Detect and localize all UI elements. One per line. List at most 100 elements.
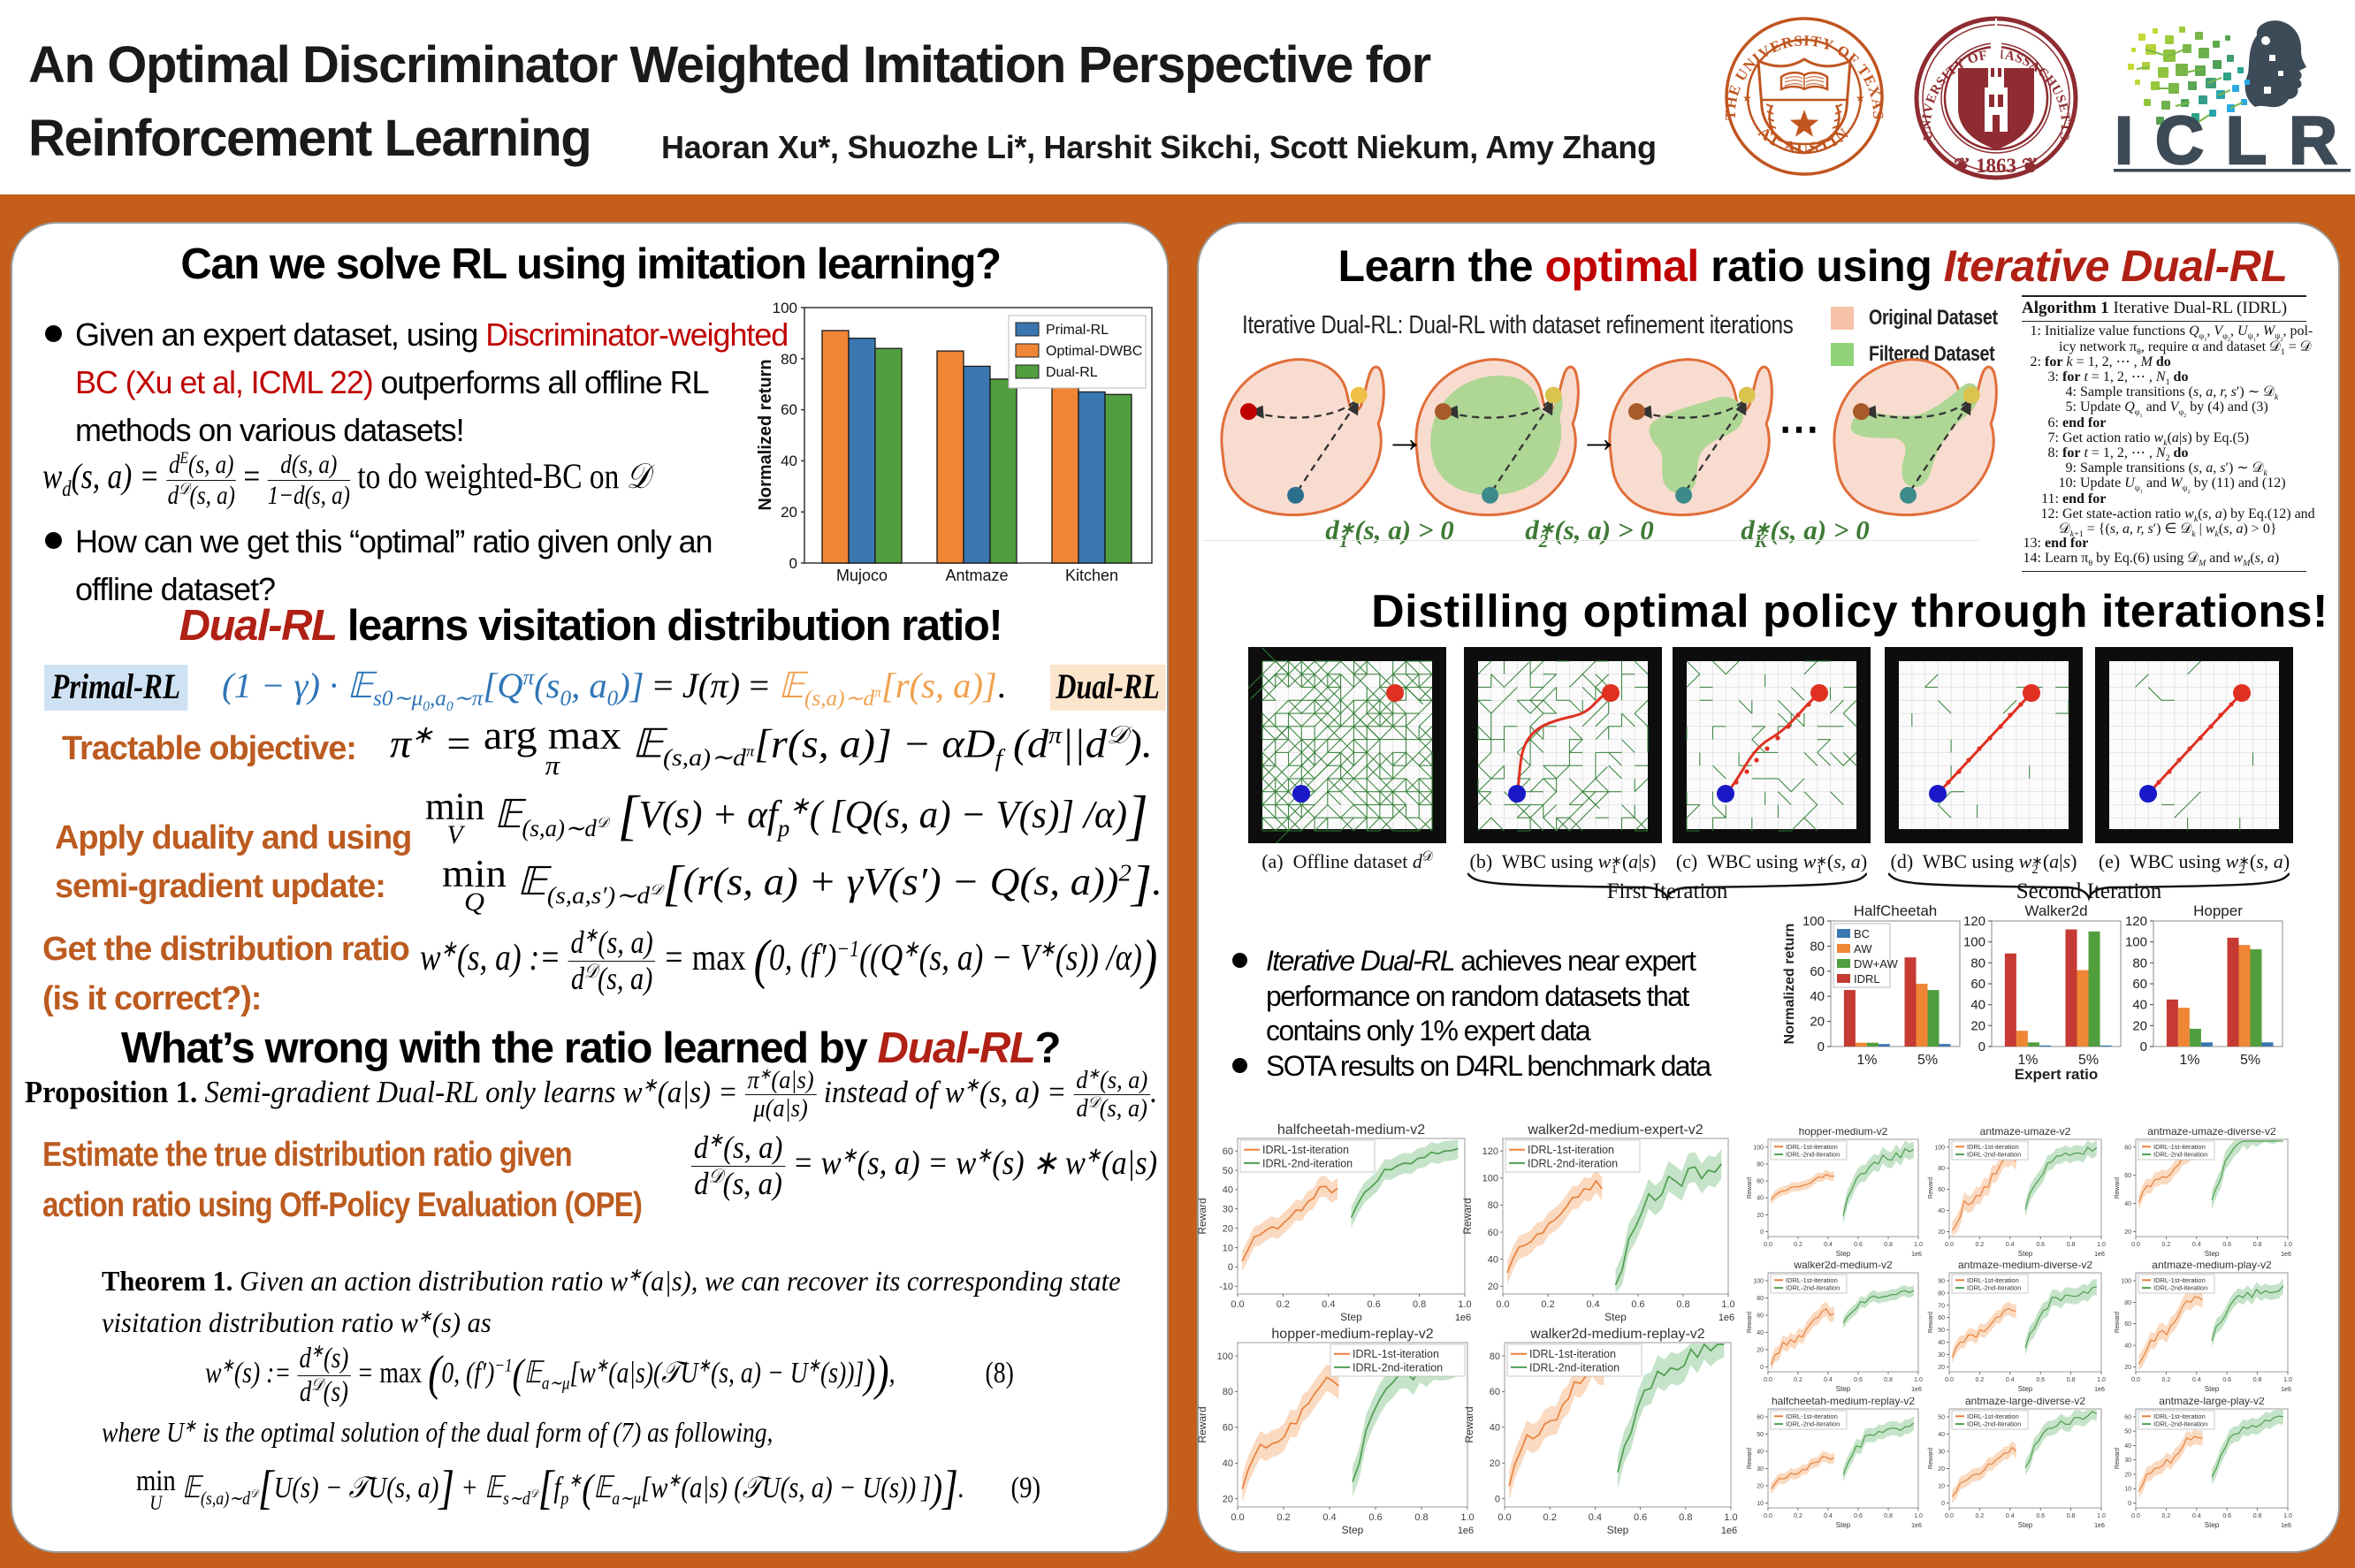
svg-text:antmaze-medium-play-v2: antmaze-medium-play-v2 [2152,1261,2272,1271]
svg-text:Step: Step [2018,1521,2033,1529]
svg-text:0.4: 0.4 [1824,1242,1833,1248]
svg-text:Step: Step [1836,1250,1851,1258]
svg-text:10: 10 [2124,1487,2131,1493]
svg-text:0.6: 0.6 [1854,1377,1863,1383]
svg-text:IDRL-1st-iteration: IDRL-1st-iteration [1786,1276,1838,1284]
svg-text:40: 40 [1757,1330,1764,1336]
svg-text:1.0: 1.0 [2283,1513,2292,1519]
svg-text:IDRL-2nd-iteration: IDRL-2nd-iteration [1967,1284,2021,1292]
svg-text:0.0: 0.0 [1231,1299,1244,1310]
svg-text:50: 50 [1757,1432,1764,1438]
svg-text:0.4: 0.4 [1586,1299,1599,1310]
svg-text:40: 40 [2124,1443,2131,1450]
svg-text:hopper-medium-replay-v2: hopper-medium-replay-v2 [1271,1327,1433,1342]
svg-text:0.6: 0.6 [2222,1377,2231,1383]
svg-text:IDRL-2nd-iteration: IDRL-2nd-iteration [1786,1420,1840,1428]
svg-text:20: 20 [1223,1224,1233,1235]
svg-text:0.6: 0.6 [2222,1242,2231,1248]
svg-text:IDRL-2nd-iteration: IDRL-2nd-iteration [1262,1157,1353,1169]
svg-text:1e6: 1e6 [1719,1313,1734,1323]
svg-text:IDRL-1st-iteration: IDRL-1st-iteration [1786,1143,1838,1151]
svg-text:30: 30 [1938,1449,1945,1455]
svg-text:80: 80 [1757,1161,1764,1168]
svg-text:100: 100 [1217,1351,1233,1362]
svg-text:0.6: 0.6 [1368,1512,1382,1523]
svg-text:IDRL-2nd-iteration: IDRL-2nd-iteration [2153,1151,2207,1159]
svg-text:Reward: Reward [1197,1198,1208,1234]
svg-text:Walker2d: Walker2d [2024,902,2087,919]
svg-text:Step: Step [1340,1311,1362,1323]
svg-text:40: 40 [1223,1185,1233,1196]
svg-text:0.8: 0.8 [1413,1299,1426,1310]
svg-text:50: 50 [1938,1328,1945,1334]
svg-text:50: 50 [2124,1429,2131,1435]
svg-text:Dual-RL: Dual-RL [1046,365,1098,380]
svg-text:IDRL-1st-iteration: IDRL-1st-iteration [1967,1276,2019,1284]
svg-text:★: ★ [1856,92,1865,104]
svg-text:IDRL-1st-iteration: IDRL-1st-iteration [1967,1143,2019,1151]
svg-text:1e6: 1e6 [1911,1523,1922,1529]
svg-text:0.0: 0.0 [1945,1242,1954,1248]
svg-text:0.8: 0.8 [1884,1377,1893,1383]
svg-text:halfcheetah-medium-replay-v2: halfcheetah-medium-replay-v2 [1772,1397,1915,1407]
svg-text:Reward: Reward [2115,1448,2121,1469]
svg-text:0.0: 0.0 [1945,1377,1954,1383]
svg-text:20: 20 [1938,1229,1945,1236]
svg-text:0.0: 0.0 [1498,1512,1511,1523]
svg-text:IDRL-1st-iteration: IDRL-1st-iteration [1528,1144,1614,1156]
svg-text:antmaze-large-play-v2: antmaze-large-play-v2 [2159,1397,2265,1407]
svg-text:80: 80 [2124,1300,2131,1306]
svg-text:IDRL-1st-iteration: IDRL-1st-iteration [1353,1348,1439,1360]
svg-text:0.8: 0.8 [2253,1513,2262,1519]
svg-text:Reward: Reward [1747,1312,1753,1333]
svg-text:60: 60 [1757,1415,1764,1421]
svg-text:20: 20 [1757,1213,1764,1219]
svg-text:60: 60 [1810,964,1825,979]
svg-text:0.8: 0.8 [2067,1513,2076,1519]
svg-text:20: 20 [1970,1018,1985,1033]
svg-text:0.6: 0.6 [2222,1513,2231,1519]
svg-text:40: 40 [1490,1423,1500,1434]
svg-text:100: 100 [1963,935,1985,950]
svg-text:Antmaze: Antmaze [945,567,1008,584]
svg-text:40: 40 [1938,1340,1945,1346]
svg-text:Normalized return: Normalized return [757,359,775,510]
svg-text:Reward: Reward [1464,1406,1475,1442]
svg-text:1.0: 1.0 [2097,1513,2106,1519]
svg-text:Step: Step [1342,1524,1364,1536]
svg-text:1%: 1% [1856,1053,1877,1068]
svg-text:IDRL-2nd-iteration: IDRL-2nd-iteration [1528,1157,1618,1169]
svg-text:1.0: 1.0 [1914,1377,1923,1383]
svg-text:1e6: 1e6 [2281,1387,2291,1393]
svg-text:90: 90 [1938,1279,1945,1285]
svg-text:Step: Step [1604,1311,1627,1323]
svg-text:1%: 1% [2017,1053,2038,1068]
svg-text:0.0: 0.0 [1231,1512,1244,1523]
svg-text:100: 100 [2125,935,2147,950]
svg-text:0.6: 0.6 [1854,1513,1863,1519]
svg-text:5%: 5% [2240,1053,2260,1068]
svg-text:80: 80 [1757,1296,1764,1302]
svg-text:50: 50 [1223,1166,1233,1176]
svg-text:60: 60 [1757,1179,1764,1185]
svg-text:IDRL-2nd-iteration: IDRL-2nd-iteration [2153,1420,2207,1428]
svg-text:AW: AW [1854,942,1872,955]
svg-text:Step: Step [2205,1521,2220,1529]
svg-text:0: 0 [1978,1039,1985,1054]
svg-text:0.4: 0.4 [2006,1377,2015,1383]
svg-text:Step: Step [1836,1385,1851,1393]
svg-text:Step: Step [2205,1385,2220,1393]
svg-text:antmaze-umaze-diverse-v2: antmaze-umaze-diverse-v2 [2147,1128,2276,1138]
svg-text:0.4: 0.4 [1824,1377,1833,1383]
svg-text:Reward: Reward [1928,1177,1934,1199]
svg-text:60: 60 [1970,977,1985,992]
svg-text:Step: Step [2205,1250,2220,1258]
svg-text:0.2: 0.2 [2162,1242,2171,1248]
svg-text:1e6: 1e6 [1911,1252,1922,1258]
svg-text:10: 10 [1757,1501,1764,1507]
svg-text:DW+AW: DW+AW [1854,957,1898,970]
svg-text:0: 0 [1818,1039,1825,1054]
svg-text:80: 80 [1810,939,1825,954]
svg-text:Reward: Reward [1928,1448,1934,1469]
svg-text:IDRL-2nd-iteration: IDRL-2nd-iteration [2153,1284,2207,1292]
